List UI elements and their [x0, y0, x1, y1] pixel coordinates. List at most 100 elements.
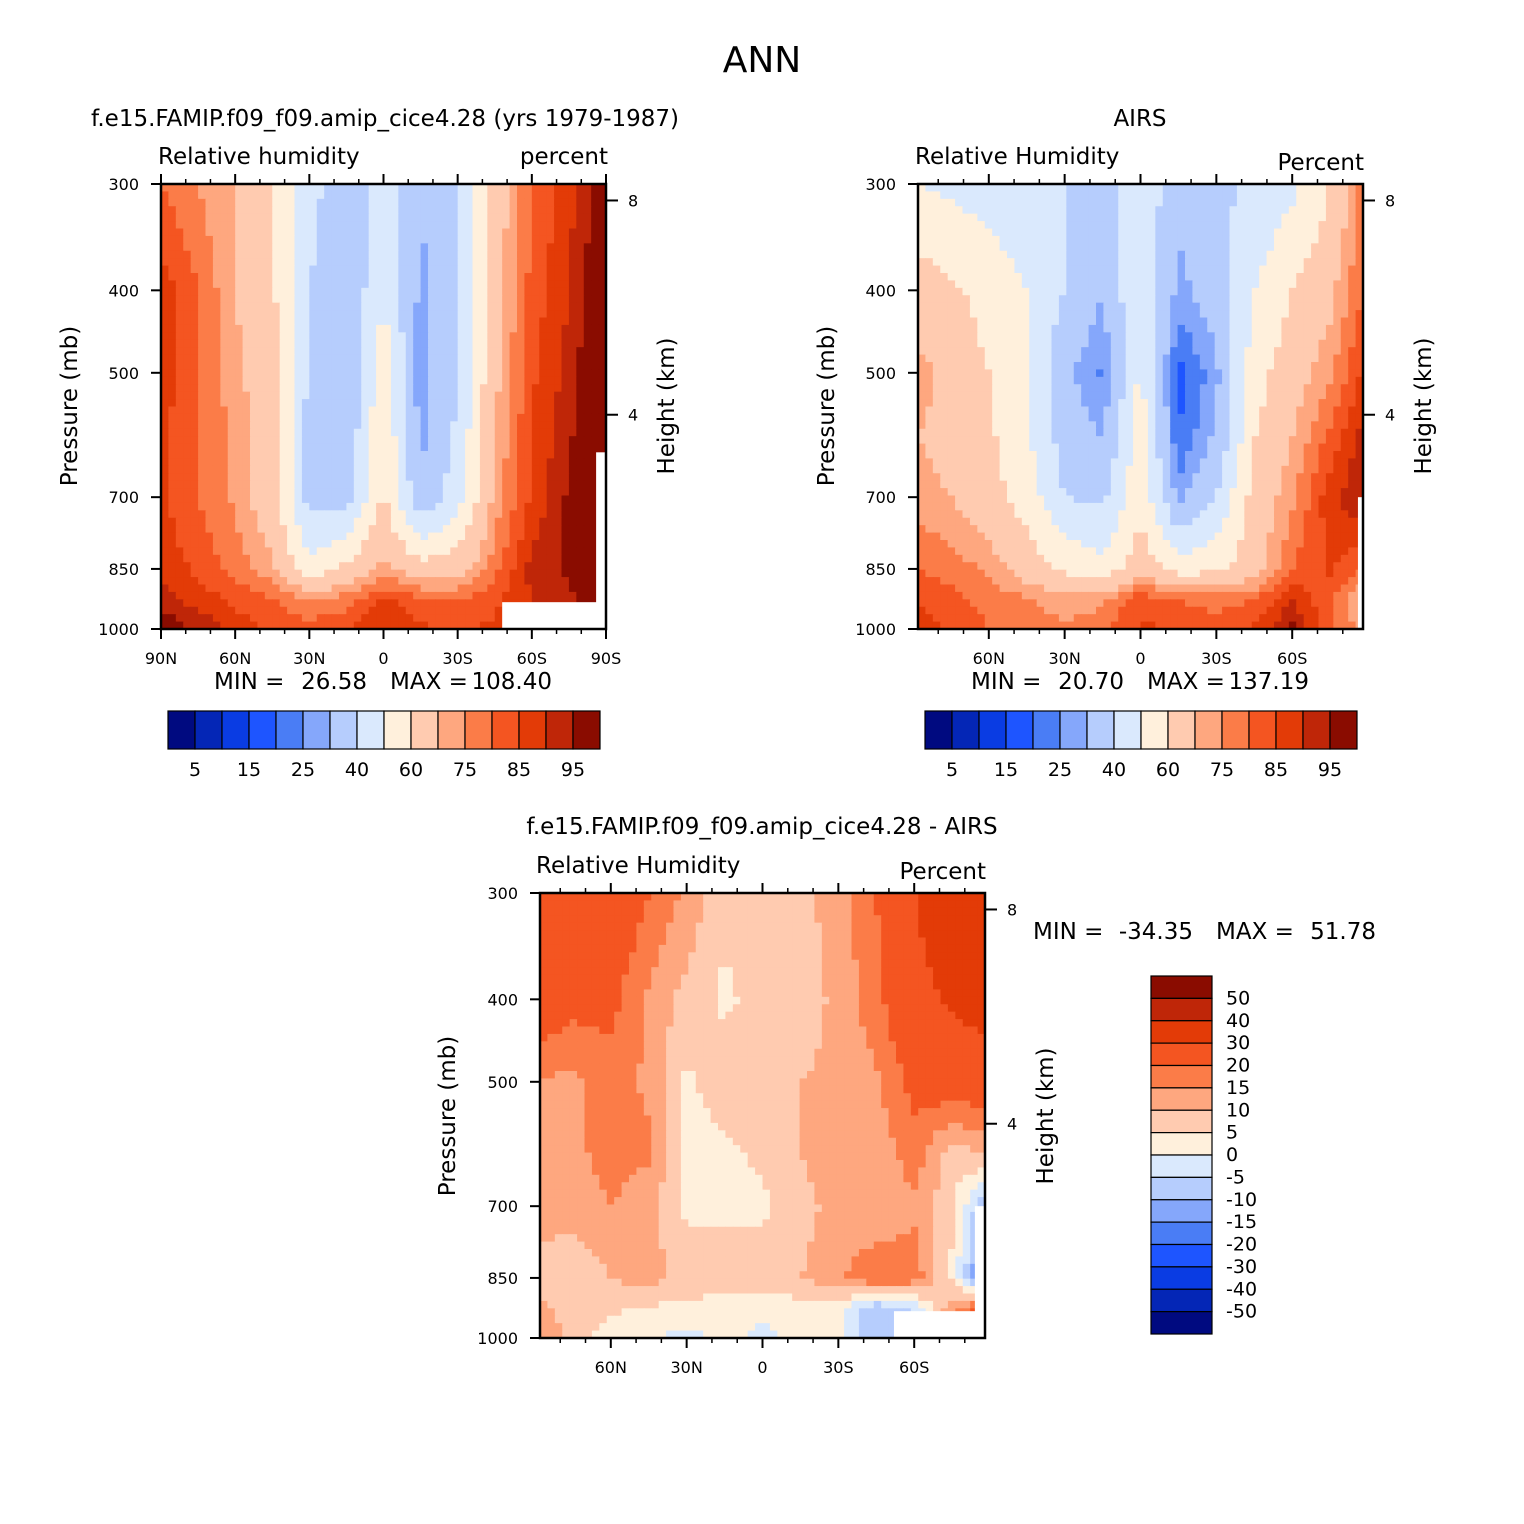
contour-cell: [1177, 280, 1186, 289]
contour-cell: [1155, 280, 1164, 289]
contour-cell: [264, 554, 273, 563]
contour-cell: [546, 525, 555, 534]
contour-cell: [442, 495, 451, 504]
contour-cell: [598, 280, 607, 289]
contour-cell: [524, 354, 533, 363]
contour-cell: [428, 280, 437, 289]
contour-cell: [257, 488, 266, 497]
contour-cell: [331, 488, 340, 497]
contour-cell: [1214, 228, 1223, 237]
contour-cell: [1318, 191, 1327, 200]
contour-cell: [1081, 206, 1090, 215]
contour-cell: [242, 280, 251, 289]
contour-cell: [1185, 273, 1194, 282]
contour-cell: [220, 421, 229, 430]
contour-cell: [405, 228, 414, 237]
contour-cell: [339, 599, 348, 608]
contour-cell: [999, 198, 1008, 207]
contour-cell: [531, 376, 540, 385]
contour-cell: [539, 191, 548, 200]
contour-cell: [339, 554, 348, 563]
contour-cell: [368, 354, 377, 363]
contour-cell: [546, 480, 555, 489]
contour-cell: [1044, 198, 1053, 207]
contour-cell: [272, 347, 281, 356]
contour-cell: [1058, 243, 1067, 252]
contour-cell: [398, 436, 407, 445]
contour-cell: [1073, 191, 1082, 200]
contour-cell: [212, 376, 221, 385]
contour-cell: [398, 206, 407, 215]
contour-cell: [301, 310, 310, 319]
contour-cell: [1266, 310, 1275, 319]
contour-cell: [450, 584, 459, 593]
contour-cell: [316, 295, 325, 304]
contour-cell: [479, 369, 488, 378]
contour-cell: [1110, 317, 1119, 326]
contour-cell: [198, 428, 207, 437]
contour-cell: [346, 362, 355, 371]
contour-cell: [479, 540, 488, 549]
contour-cell: [1007, 310, 1016, 319]
contour-cell: [568, 554, 577, 563]
contour-cell: [1155, 243, 1164, 252]
contour-cell: [390, 621, 399, 630]
contour-cell: [1229, 206, 1238, 215]
contour-cell: [583, 362, 592, 371]
contour-cell: [220, 243, 229, 252]
contour-cell: [168, 584, 177, 593]
contour-cell: [561, 376, 570, 385]
contour-cell: [428, 384, 437, 393]
contour-cell: [420, 451, 429, 460]
contour-cell: [279, 317, 288, 326]
contour-cell: [272, 554, 281, 563]
contour-cell: [479, 362, 488, 371]
contour-cell: [442, 384, 451, 393]
contour-cell: [554, 273, 563, 282]
contour-cell: [361, 384, 370, 393]
contour-cell: [309, 443, 318, 452]
contour-cell: [1340, 221, 1349, 230]
contour-cell: [1199, 310, 1208, 319]
contour-cell: [1051, 258, 1060, 267]
contour-cell: [324, 510, 333, 519]
contour-cell: [1348, 302, 1357, 311]
contour-cell: [413, 287, 422, 296]
contour-cell: [346, 614, 355, 623]
contour-cell: [598, 339, 607, 348]
contour-cell: [205, 362, 214, 371]
contour-cell: [984, 243, 993, 252]
contour-cell: [376, 554, 385, 563]
contour-cell: [376, 421, 385, 430]
contour-cell: [561, 510, 570, 519]
contour-cell: [568, 221, 577, 230]
contour-cell: [301, 554, 310, 563]
contour-cell: [183, 510, 192, 519]
contour-cell: [1207, 235, 1216, 244]
contour-cell: [576, 391, 585, 400]
contour-cell: [1266, 287, 1275, 296]
contour-cell: [487, 547, 496, 556]
contour-cell: [1333, 324, 1342, 333]
contour-cell: [1096, 332, 1105, 341]
contour-cell: [1140, 258, 1149, 267]
contour-cell: [235, 280, 244, 289]
contour-cell: [1214, 184, 1223, 193]
colorbar-label: 95: [561, 759, 585, 781]
contour-cell: [539, 198, 548, 207]
contour-cell: [531, 436, 540, 445]
contour-cell: [368, 317, 377, 326]
contour-cell: [517, 591, 526, 600]
contour-cell: [1058, 184, 1067, 193]
contour-cell: [465, 451, 474, 460]
contour-cell: [465, 235, 474, 244]
contour-cell: [376, 228, 385, 237]
contour-cell: [301, 287, 310, 296]
contour-cell: [272, 324, 281, 333]
contour-cell: [339, 540, 348, 549]
contour-cell: [472, 287, 481, 296]
contour-cell: [227, 228, 236, 237]
contour-cell: [524, 391, 533, 400]
contour-cell: [190, 339, 199, 348]
contour-cell: [168, 525, 177, 534]
